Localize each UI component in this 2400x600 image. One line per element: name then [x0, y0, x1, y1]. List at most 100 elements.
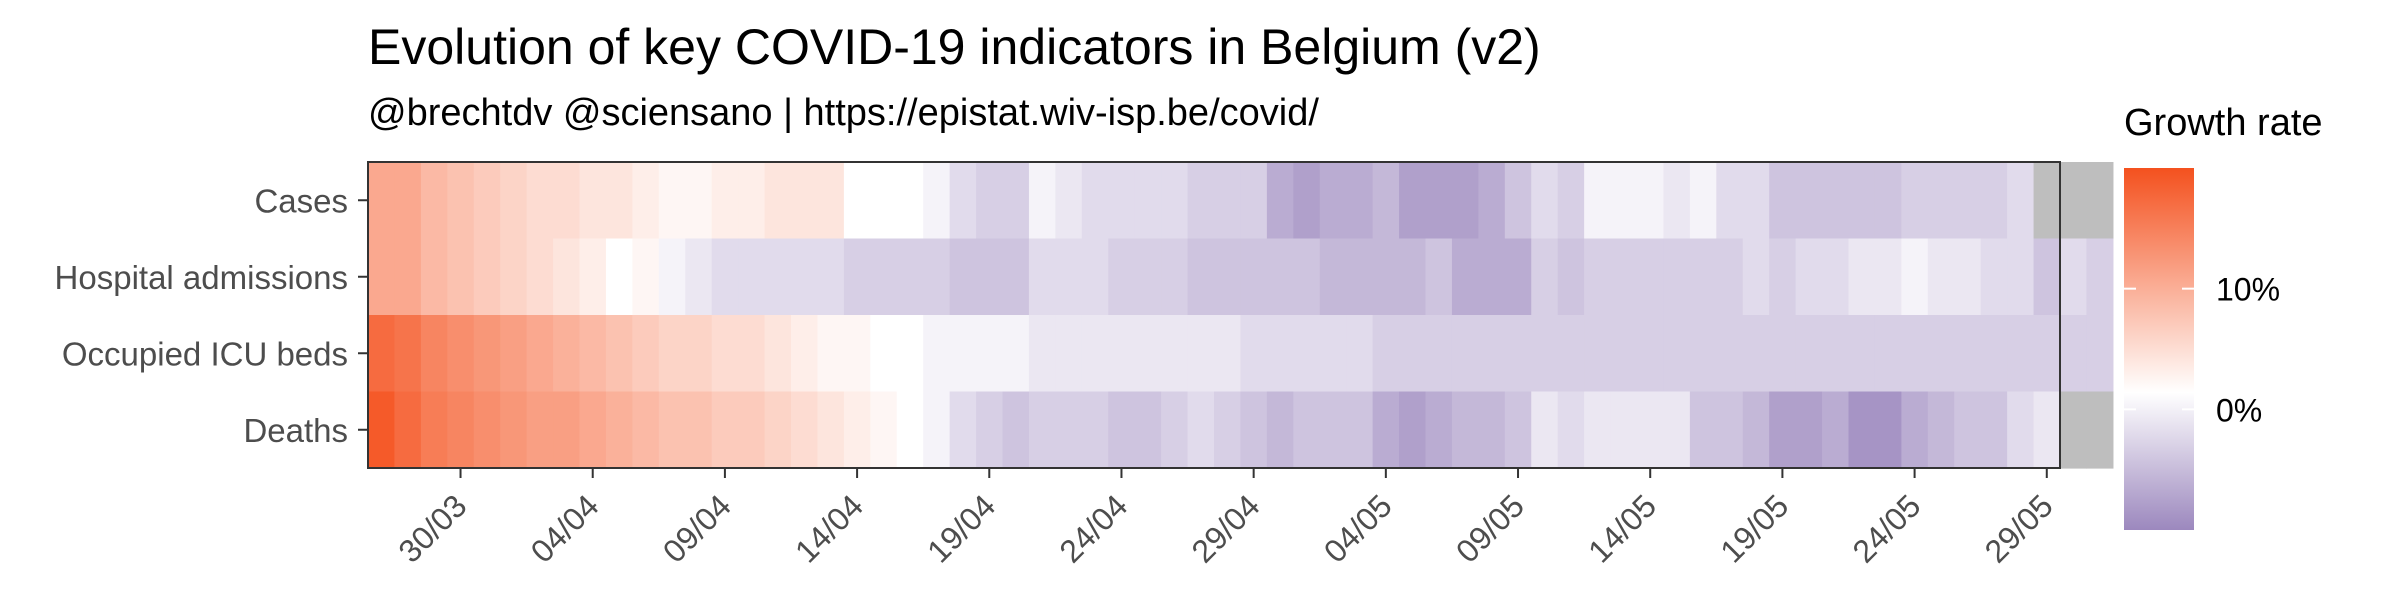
heatmap-cell [923, 238, 951, 316]
heatmap-cell [711, 315, 739, 393]
heatmap-cell [2033, 162, 2061, 240]
heatmap-cell [791, 391, 819, 469]
heatmap-cell [1584, 315, 1612, 393]
heatmap-cell [896, 391, 924, 469]
heatmap-cell [1187, 162, 1215, 240]
heatmap-cell [368, 162, 396, 240]
heatmap-cell [923, 162, 951, 240]
heatmap-cell [2060, 162, 2088, 240]
heatmap-cell [1504, 238, 1532, 316]
legend-tick-label: 0% [2216, 392, 2262, 428]
heatmap-cell [1002, 315, 1030, 393]
heatmap-cell [1531, 315, 1559, 393]
y-tick-label: Deaths [243, 412, 348, 449]
heatmap-cell [632, 162, 660, 240]
heatmap-cell [1240, 315, 1268, 393]
heatmap-cell [1584, 391, 1612, 469]
heatmap-cell [658, 315, 686, 393]
heatmap-cell [1716, 162, 1744, 240]
heatmap-cell [1980, 162, 2008, 240]
heatmap-cell [1927, 162, 1955, 240]
heatmap-cell [1108, 391, 1136, 469]
heatmap-cell [579, 238, 607, 316]
heatmap-cell [526, 391, 554, 469]
heatmap-cell [817, 391, 845, 469]
heatmap-cell [1848, 391, 1876, 469]
heatmap-cell [1293, 162, 1321, 240]
heatmap-cell [1689, 162, 1717, 240]
heatmap-cell [1108, 238, 1136, 316]
heatmap-cell [1848, 315, 1876, 393]
heatmap-cell [447, 315, 475, 393]
heatmap-cell [1557, 391, 1585, 469]
heatmap-cell [1399, 315, 1427, 393]
heatmap-cell [1980, 238, 2008, 316]
heatmap-cell [1002, 162, 1030, 240]
x-tick-label: 24/04 [1052, 487, 1134, 569]
heatmap-cell [685, 391, 713, 469]
x-tick-label: 29/04 [1185, 487, 1267, 569]
x-tick-label: 24/05 [1845, 487, 1927, 569]
heatmap-cell [1716, 238, 1744, 316]
heatmap-cell [843, 162, 871, 240]
heatmap-cell [1108, 162, 1136, 240]
heatmap-cell [658, 238, 686, 316]
heatmap-cell [1927, 315, 1955, 393]
heatmap-cell [500, 315, 528, 393]
x-tick-label: 09/04 [656, 487, 738, 569]
heatmap-cell [1266, 315, 1294, 393]
heatmap-cell [1610, 391, 1638, 469]
heatmap-cell [605, 162, 633, 240]
heatmap-cell [1346, 315, 1374, 393]
heatmap-cell [1769, 238, 1797, 316]
heatmap-cell [2007, 162, 2035, 240]
heatmap-cell [605, 391, 633, 469]
x-tick-label: 14/05 [1581, 487, 1663, 569]
heatmap-cell [1689, 315, 1717, 393]
heatmap-cell [2086, 391, 2114, 469]
heatmap-cell [1055, 391, 1083, 469]
x-tick-label: 04/04 [524, 487, 606, 569]
y-axis: Cases Hospital admissions Occupied ICU bed… [55, 182, 368, 449]
heatmap-cell [368, 391, 396, 469]
heatmap-cell [1610, 162, 1638, 240]
heatmap-cell [526, 315, 554, 393]
chart-title: Evolution of key COVID-19 indicators in … [368, 19, 1541, 75]
heatmap-cell [1689, 238, 1717, 316]
heatmap-cell [1372, 238, 1400, 316]
heatmap-cell [1081, 315, 1109, 393]
heatmap-cell [870, 162, 898, 240]
heatmap-cell [1214, 315, 1242, 393]
x-tick-label: 14/04 [788, 487, 870, 569]
heatmap-cell [1742, 391, 1770, 469]
x-tick-label: 04/05 [1317, 487, 1399, 569]
heatmap-cell [1716, 391, 1744, 469]
heatmap-cell [1663, 391, 1691, 469]
heatmap-cell [1742, 315, 1770, 393]
heatmap-cell [526, 238, 554, 316]
heatmap-cell [1637, 391, 1665, 469]
heatmap-cell [1584, 162, 1612, 240]
heatmap-cell [843, 238, 871, 316]
heatmap-cell [2086, 315, 2114, 393]
heatmap-cell [1187, 238, 1215, 316]
heatmap-cell [1451, 162, 1479, 240]
heatmap-cell [1504, 391, 1532, 469]
heatmap-cell [949, 238, 977, 316]
heatmap-cell [870, 391, 898, 469]
heatmap-cell [1954, 391, 1982, 469]
heatmap-cell [1795, 238, 1823, 316]
legend-colorbar [2124, 168, 2194, 530]
heatmap-cell [1028, 162, 1056, 240]
heatmap-cell [1161, 391, 1189, 469]
heatmap-cell [1451, 238, 1479, 316]
heatmap-cell [1874, 238, 1902, 316]
heatmap-cell [1319, 162, 1347, 240]
heatmap-cell [2086, 238, 2114, 316]
heatmap-cell [2086, 162, 2114, 240]
x-tick-label: 29/05 [1978, 487, 2060, 569]
heatmap-cell [764, 162, 792, 240]
heatmap-cell [1637, 238, 1665, 316]
heatmap-cell [1954, 315, 1982, 393]
